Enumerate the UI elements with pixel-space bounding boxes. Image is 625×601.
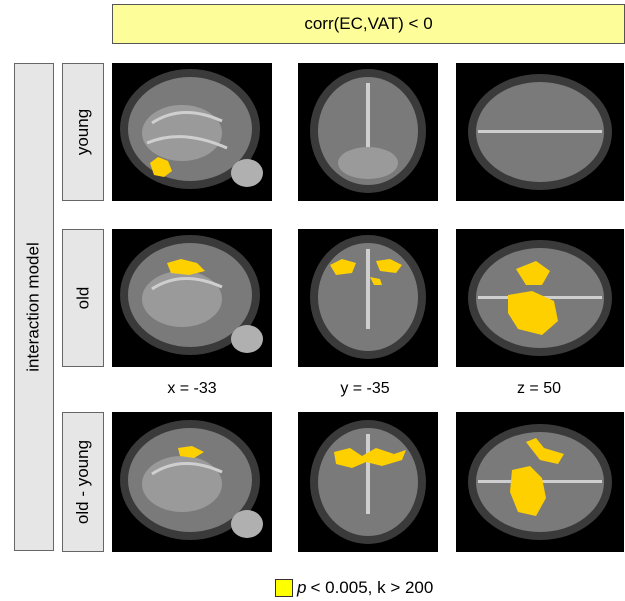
brain-old-coronal: [298, 229, 438, 367]
legend: p < 0.005, k > 200: [275, 578, 433, 598]
row-label-old-young-text: old - young: [73, 439, 92, 525]
brain-young-sagittal: [112, 63, 272, 201]
legend-text: < 0.005, k > 200: [310, 578, 434, 597]
brain-old-sagittal: [112, 229, 272, 367]
coord-y-label: y = -35: [340, 380, 390, 397]
brain-young-coronal: [298, 63, 438, 201]
coord-z-label: z = 50: [516, 380, 562, 397]
coord-x-label: x = -33: [167, 380, 217, 397]
interaction-model-text: interaction model: [24, 242, 43, 372]
brain-diff-axial: [456, 412, 624, 552]
brain-old-axial: [456, 229, 624, 367]
brain-diff-coronal: [298, 412, 438, 552]
row-label-old-text: old: [73, 286, 92, 310]
row-label-young-text: young: [73, 108, 93, 156]
row-label-young: young: [62, 63, 104, 201]
figure-title: corr(EC,VAT) < 0: [112, 4, 625, 44]
legend-swatch: [275, 579, 293, 597]
row-label-old-young: old - young: [62, 412, 104, 552]
interaction-model-label: interaction model: [14, 63, 54, 551]
row-label-old: old: [62, 229, 104, 367]
brain-young-axial: [456, 63, 624, 201]
legend-p-symbol: p: [297, 578, 307, 597]
brain-diff-sagittal: [112, 412, 272, 552]
